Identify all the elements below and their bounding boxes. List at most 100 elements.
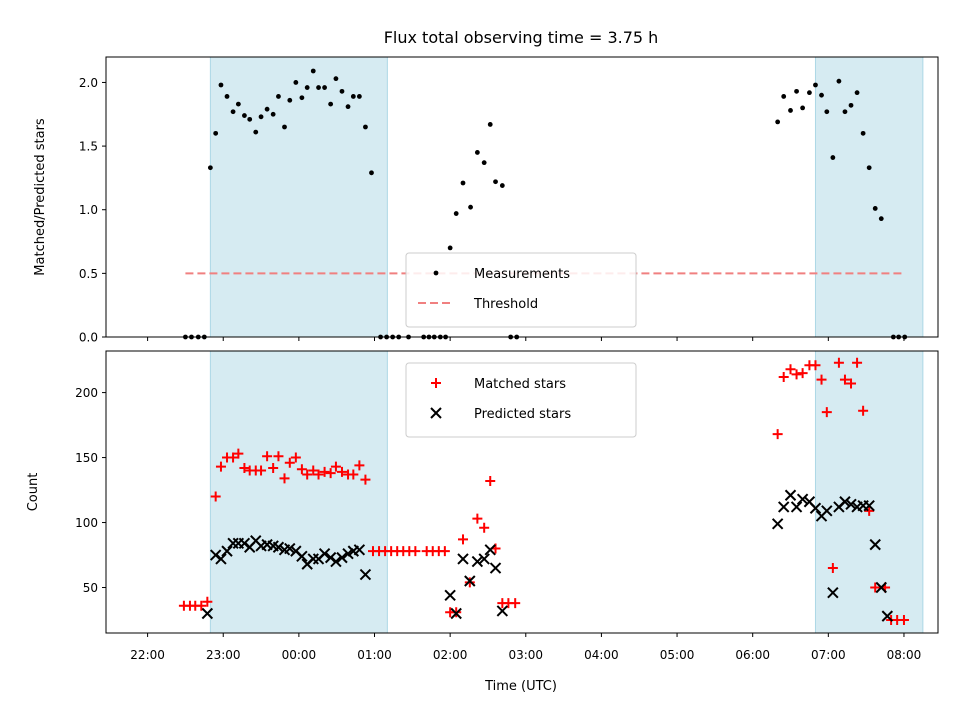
panel-ratio: 0.0 0.5 1.0 1.5 2.0 Measurements Threshold — [79, 56, 939, 345]
data-point — [201, 607, 214, 620]
data-point — [328, 101, 334, 107]
data-point — [276, 94, 281, 99]
data-point — [784, 489, 797, 501]
observing-window-counts-0 — [209, 350, 388, 634]
data-point — [842, 109, 848, 115]
data-point — [359, 568, 372, 581]
data-point — [218, 82, 224, 88]
data-point — [264, 106, 270, 112]
data-point — [296, 550, 308, 563]
data-point — [304, 85, 310, 90]
data-point — [860, 130, 866, 136]
data-point — [221, 545, 233, 557]
series-counts-1 — [201, 489, 894, 622]
data-point — [824, 109, 830, 115]
data-point — [481, 160, 487, 166]
data-point — [354, 460, 365, 471]
data-point — [284, 542, 296, 555]
data-point — [202, 596, 213, 607]
data-point — [210, 491, 221, 502]
data-point — [268, 462, 279, 473]
data-point — [816, 374, 827, 385]
legend-box — [405, 252, 637, 328]
panel-counts: 50 100 150 200 22:00 23:00 00:00 01:00 02:00 03:0… — [75, 350, 939, 662]
data-point — [775, 119, 781, 125]
data-point — [310, 68, 316, 74]
data-point — [800, 105, 806, 111]
data-point — [444, 589, 456, 602]
legend-marker — [431, 378, 441, 388]
data-point — [319, 466, 330, 477]
data-point — [496, 605, 509, 617]
x-tick-label: 05:00 — [660, 648, 695, 662]
data-point — [848, 102, 854, 108]
x-tick-label: 03:00 — [508, 648, 543, 662]
data-point — [287, 97, 293, 103]
data-point — [262, 451, 273, 462]
data-point — [781, 94, 787, 99]
x-tick-label: 07:00 — [811, 648, 846, 662]
y-tick-label: 0.0 — [79, 331, 98, 345]
data-point — [460, 180, 466, 186]
data-point — [881, 610, 894, 622]
legend-marker — [430, 407, 442, 419]
y-tick-label: 1.0 — [79, 203, 98, 217]
x-tick-label: 04:00 — [584, 648, 619, 662]
y-tick-label: 200 — [75, 386, 98, 400]
data-point — [272, 541, 285, 553]
data-point — [777, 501, 790, 513]
legend-marker — [433, 270, 439, 276]
x-tick-label: 02:00 — [433, 648, 468, 662]
data-point — [363, 124, 368, 130]
data-point — [794, 88, 799, 94]
data-point — [360, 474, 371, 485]
data-point — [457, 553, 469, 565]
data-point — [898, 615, 909, 626]
data-point — [447, 245, 453, 251]
data-point — [785, 364, 796, 375]
y-tick-label: 150 — [75, 451, 98, 465]
data-point — [478, 553, 490, 565]
data-point — [870, 582, 881, 593]
data-point — [866, 165, 872, 171]
data-point — [253, 129, 259, 135]
data-point — [833, 357, 844, 368]
data-point — [471, 555, 484, 568]
data-point — [821, 407, 832, 418]
data-point — [788, 108, 793, 113]
data-point — [256, 465, 267, 476]
data-point — [330, 555, 342, 568]
data-point — [258, 114, 264, 120]
y-tick-label: 0.5 — [79, 267, 98, 281]
data-point — [224, 94, 230, 99]
data-point — [350, 94, 356, 99]
legend-box — [405, 362, 637, 438]
data-point — [242, 113, 247, 118]
x-tick-label: 23:00 — [206, 648, 241, 662]
x-tick-label: 00:00 — [282, 648, 317, 662]
y-axis-label-ratio: Matched/Predicted stars — [33, 118, 48, 276]
x-tick-label: 06:00 — [735, 648, 770, 662]
data-point — [207, 165, 213, 171]
data-point — [836, 78, 842, 84]
data-point — [827, 563, 838, 574]
data-point — [228, 452, 239, 463]
data-point — [345, 104, 351, 110]
data-point — [270, 111, 276, 117]
data-point — [858, 405, 869, 416]
data-point — [845, 498, 857, 511]
data-point — [284, 457, 295, 468]
legend-label: Matched stars — [474, 377, 566, 392]
legend-ratio: Measurements Threshold — [405, 252, 637, 328]
series-counts-0 — [178, 357, 909, 626]
legend-label: Measurements — [474, 267, 570, 282]
data-point — [790, 501, 803, 513]
data-point — [313, 469, 324, 480]
y-tick-label: 100 — [75, 516, 98, 530]
data-point — [827, 587, 839, 599]
data-point — [489, 562, 502, 574]
data-point — [485, 475, 496, 486]
data-point — [336, 466, 347, 477]
data-point — [791, 369, 802, 380]
